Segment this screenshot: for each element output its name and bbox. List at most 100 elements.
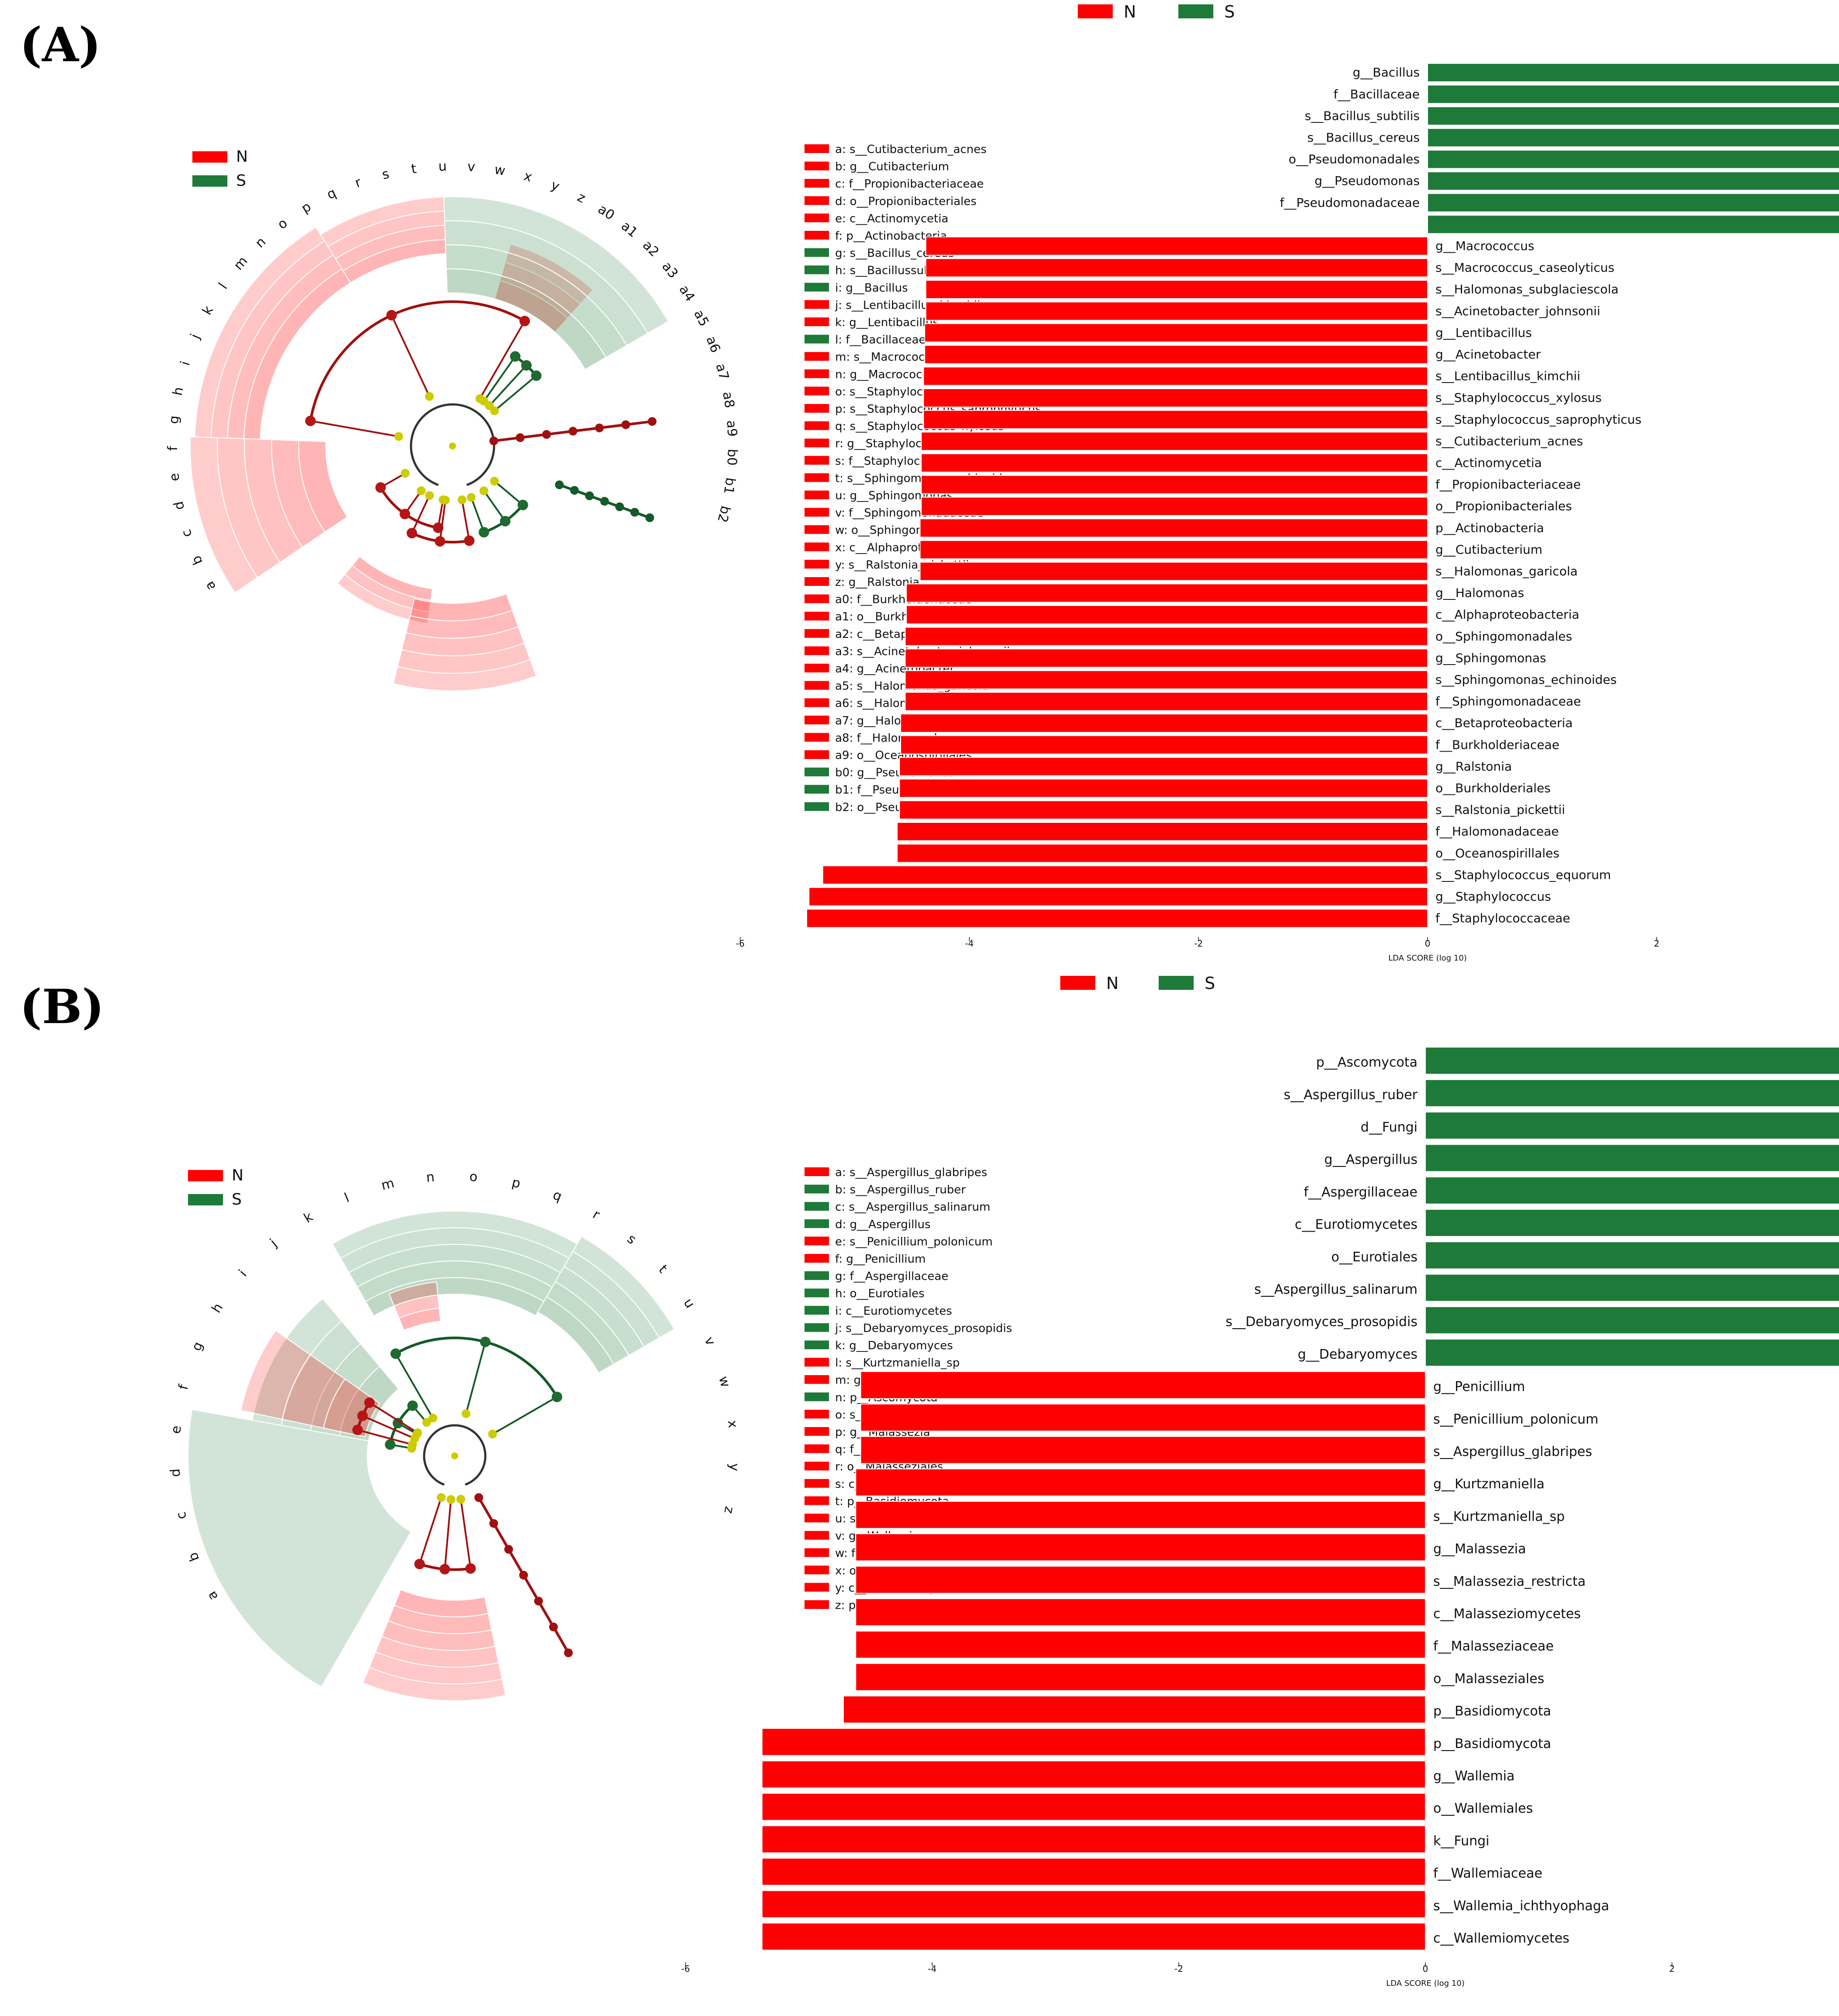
lda-bar <box>900 714 1428 733</box>
chart-legend-label: N <box>1124 2 1136 21</box>
clade-label: b2 <box>714 504 733 524</box>
lda-bar <box>1425 1047 1839 1075</box>
neutral-node <box>401 469 410 478</box>
clade-node <box>478 527 489 538</box>
taxa-key-swatch <box>805 1288 829 1298</box>
lda-bar <box>1425 1144 1839 1172</box>
clade-label: t <box>655 1262 670 1276</box>
bar-label: g__Malassezia <box>1433 1542 1526 1557</box>
clade-label: p <box>510 1175 522 1191</box>
clade-label: a5 <box>691 307 712 329</box>
lda-bar <box>924 323 1428 343</box>
neutral-node <box>490 406 499 415</box>
taxa-key-swatch <box>805 1531 829 1540</box>
taxa-key-swatch <box>805 1600 829 1609</box>
lda-bar <box>920 561 1428 581</box>
clade-label: y <box>549 178 561 195</box>
taxa-key-swatch <box>805 1184 829 1194</box>
lda-bar <box>1425 1338 1839 1367</box>
cladogram: a b c d e f g h i j k l m n o p q r s t u v w x y z <box>168 1169 742 1701</box>
clade-label: w <box>715 1375 733 1389</box>
clade-stem <box>439 500 446 542</box>
lda-bar <box>1427 215 1839 234</box>
taxa-key-item: j: s__Debaryomyces_prosopidis <box>835 1322 1012 1335</box>
taxa-key-swatch <box>805 213 829 223</box>
clade-highlight-ring <box>337 574 430 624</box>
lda-bar <box>923 410 1428 429</box>
taxa-key-item: a: s__Cutibacterium_acnes <box>835 143 986 156</box>
bar-label: o__Oceanospirillales <box>1435 846 1560 860</box>
clade-label: a7 <box>713 362 732 382</box>
taxa-key-swatch <box>805 1271 829 1280</box>
clade-label: t <box>410 161 418 177</box>
taxa-key-swatch <box>805 386 829 396</box>
clade-label: o <box>469 1169 478 1185</box>
lda-bar <box>924 345 1428 364</box>
bar-label: p__Basidiomycota <box>1433 1704 1551 1719</box>
taxa-key-item: h: o__Eurotiales <box>835 1287 924 1300</box>
lda-bar <box>860 1403 1426 1432</box>
clade-node <box>357 1410 368 1421</box>
clade-node <box>549 1623 558 1632</box>
bar-label: s__Cutibacterium_acnes <box>1435 434 1583 448</box>
lda-bar <box>923 366 1428 386</box>
taxa-key-swatch <box>805 1375 829 1384</box>
clade-label: b <box>185 1550 203 1563</box>
cladogram-legend-swatch <box>188 1170 223 1181</box>
clade-label: f <box>165 446 181 451</box>
bar-label: s__Acinetobacter_johnsonii <box>1435 304 1600 318</box>
bar-label: c__Wallemiomycetes <box>1433 1931 1569 1946</box>
clade-label: o <box>275 216 290 233</box>
bar-label: g__Macrococcus <box>1435 239 1534 253</box>
clade-node <box>390 1348 401 1359</box>
x-tick-label: -4 <box>928 1964 937 1974</box>
bar-label: c__Eurotiomycetes <box>1295 1217 1418 1233</box>
bar-label: s__Staphylococcus_saprophyticus <box>1435 412 1641 427</box>
lda-bar <box>899 800 1428 820</box>
clade-node <box>519 316 530 327</box>
lda-bar <box>925 301 1428 321</box>
bar-label: g__Lentibacillus <box>1435 325 1532 340</box>
clade-label: z <box>575 189 588 206</box>
taxa-key-swatch <box>805 508 829 517</box>
clade-label: x <box>522 168 534 185</box>
clade-stem <box>444 1499 452 1570</box>
bar-label: o__Malasseziales <box>1433 1671 1544 1686</box>
lda-bar <box>1427 106 1839 126</box>
lda-bar <box>855 1630 1426 1659</box>
clade-label: z <box>721 1505 737 1515</box>
neutral-node <box>488 1430 497 1438</box>
lda-bar <box>906 605 1428 624</box>
clade-label: s <box>380 166 391 183</box>
clade-node <box>515 433 525 442</box>
x-tick-label: 0 <box>1423 1964 1428 1974</box>
clade-node <box>542 430 551 439</box>
chart-legend-label: S <box>1224 2 1235 21</box>
clade-label: k <box>199 303 216 318</box>
taxa-key-swatch <box>805 369 829 378</box>
bar-label: g__Aspergillus <box>1324 1152 1418 1167</box>
bar-label: s__Aspergillus_glabripes <box>1433 1444 1592 1459</box>
lda-bar <box>843 1696 1426 1724</box>
taxa-key-swatch <box>805 421 829 430</box>
taxa-key-swatch <box>805 1341 829 1349</box>
lda-bar <box>761 1890 1426 1919</box>
lda-bar <box>899 757 1428 776</box>
lda-bar <box>906 583 1428 603</box>
clade-node <box>645 513 655 522</box>
cladogram-legend-swatch <box>192 175 227 187</box>
x-tick-label: 2 <box>1654 938 1660 949</box>
taxa-key-swatch <box>805 1202 829 1211</box>
taxa-key-swatch <box>805 1306 829 1315</box>
clade-node <box>551 1392 562 1402</box>
clade-node <box>305 415 316 426</box>
clade-stem <box>465 1341 486 1414</box>
lda-bar <box>905 692 1428 711</box>
clade-stem <box>488 365 527 407</box>
taxa-key-swatch <box>805 1219 829 1228</box>
clade-label: b1 <box>721 477 738 495</box>
taxa-key-item: g: f__Aspergillaceae <box>835 1270 948 1283</box>
chart-legend-label: S <box>1205 974 1215 993</box>
